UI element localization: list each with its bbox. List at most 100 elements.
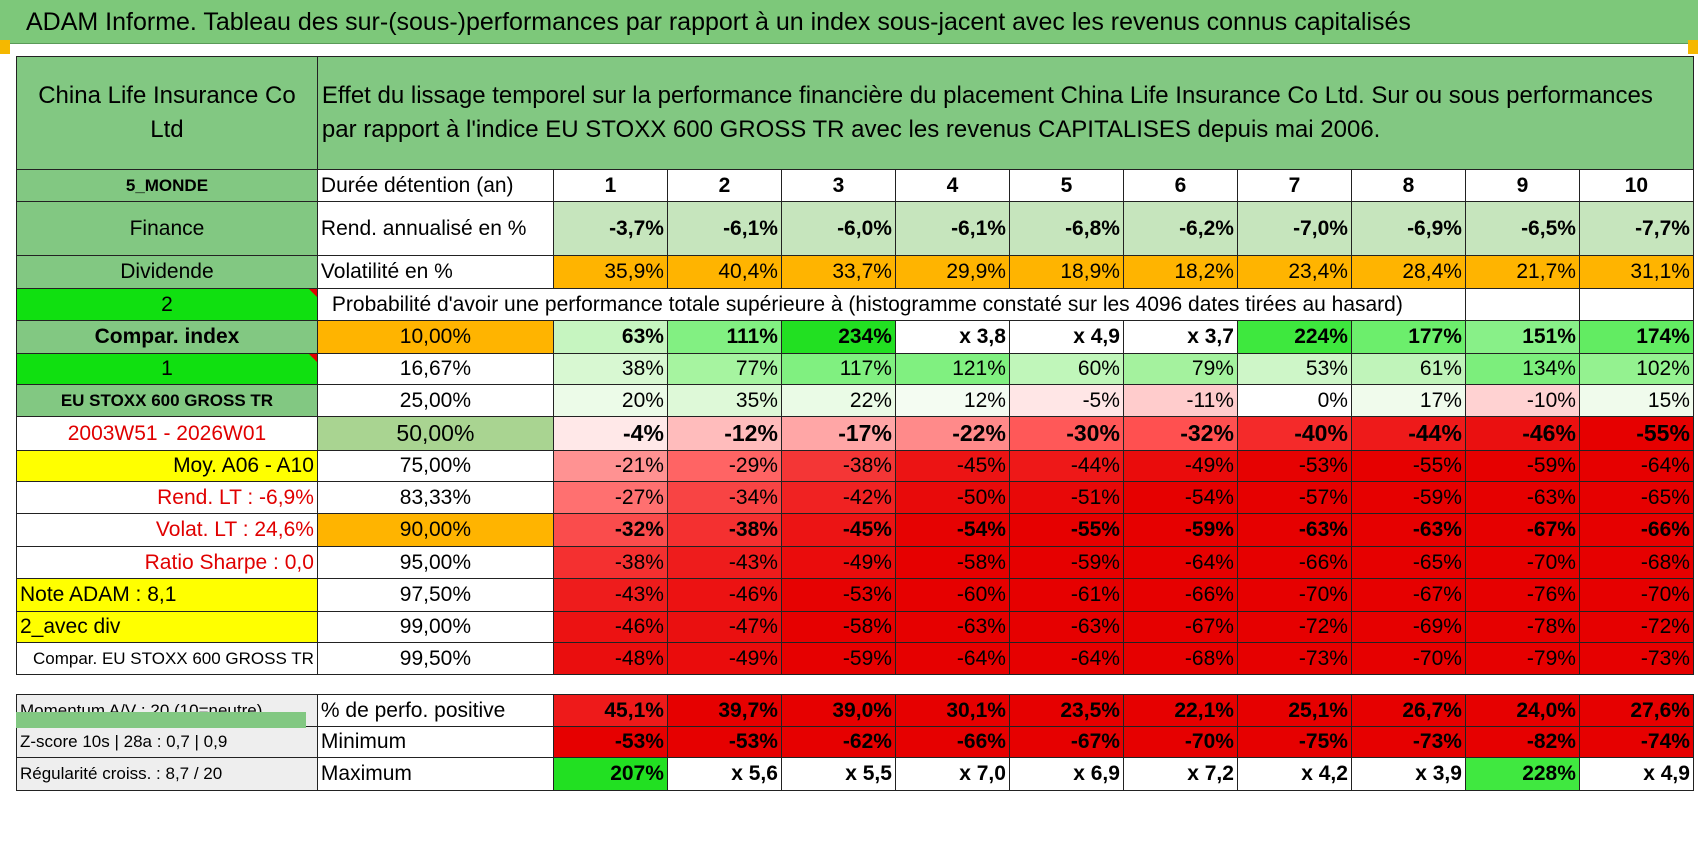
percentile-label: 83,33% — [316, 481, 554, 514]
percentile-value-cell: -17% — [780, 416, 896, 451]
percentile-value-cell: -73% — [1236, 642, 1352, 675]
percentile-value-cell: -72% — [1236, 611, 1352, 643]
year-header-cell: 7 — [1236, 169, 1352, 202]
percentile-value-cell: -64% — [1578, 450, 1694, 482]
positive-cell: 45,1% — [552, 694, 668, 727]
percentile-row: Note ADAM : 8,1 97,50% -43% -46% -53% -60% -61… — [16, 578, 1694, 612]
percentile-row: Compar. EU STOXX 600 GROSS TR 99,50% -48% -… — [16, 642, 1694, 675]
percentile-value-cell: -72% — [1578, 611, 1694, 643]
percentile-value-cell: 121% — [894, 353, 1010, 385]
vol-cell: 35,9% — [552, 255, 668, 289]
percentile-value-cell: -38% — [780, 450, 896, 482]
percentile-value-cell: -70% — [1464, 546, 1580, 579]
percentile-value-cell: -57% — [1236, 481, 1352, 514]
minimum-cell: -74% — [1578, 726, 1694, 758]
performance-table: China Life Insurance Co Ltd Effet du lis… — [16, 56, 1694, 791]
positive-cell: 39,7% — [666, 694, 782, 727]
positive-cell: 27,6% — [1578, 694, 1694, 727]
percentile-value-cell: -70% — [1236, 578, 1352, 612]
rend-cell: -7,0% — [1236, 201, 1352, 256]
code1-cell: 2 — [16, 288, 318, 321]
percentile-value-cell: -60% — [894, 578, 1010, 612]
spacer-row — [17, 675, 1694, 695]
percentile-value-cell: -59% — [780, 642, 896, 675]
percentile-value-cell: -38% — [552, 546, 668, 579]
percentile-value-cell: -59% — [1464, 450, 1580, 482]
percentile-value-cell: 38% — [552, 353, 668, 385]
minimum-cell: -53% — [666, 726, 782, 758]
rend-label: Rend. annualisé en % — [316, 201, 554, 256]
percentile-value-cell: -76% — [1464, 578, 1580, 612]
percentile-value-cell: x 4,9 — [1008, 320, 1124, 354]
percentile-row: Volat. LT : 24,6% 90,00% -32% -38% -45% -54% -… — [16, 513, 1694, 547]
percentile-value-cell: 117% — [780, 353, 896, 385]
percentile-value-cell: -55% — [1578, 416, 1694, 451]
year-header-cell: 4 — [894, 169, 1010, 202]
vol-label: Volatilité en % — [316, 255, 554, 289]
rend-cell: -7,7% — [1578, 201, 1694, 256]
percentile-value-cell: -48% — [552, 642, 668, 675]
percentile-value-cell: 22% — [780, 384, 896, 417]
year-header-cell: 10 — [1578, 169, 1694, 202]
left-label-moy: Moy. A06 - A10 — [16, 450, 318, 482]
percentile-value-cell: 79% — [1122, 353, 1238, 385]
maximum-cell: x 7,2 — [1122, 757, 1238, 791]
percentile-label: 10,00% — [316, 320, 554, 354]
year-header-cell: 9 — [1464, 169, 1580, 202]
minimum-cell: -53% — [552, 726, 668, 758]
percentile-value-cell: -65% — [1350, 546, 1466, 579]
percentile-value-cell: 151% — [1464, 320, 1580, 354]
left-label-regularite: Régularité croiss. : 8,7 / 20 — [16, 757, 318, 791]
percentile-value-cell: -70% — [1350, 642, 1466, 675]
left-label-compar-index: Compar. EU STOXX 600 GROSS TR — [16, 642, 318, 675]
vol-cell: 21,7% — [1464, 255, 1580, 289]
year-header-cell: 2 — [666, 169, 782, 202]
vol-cell: 18,2% — [1122, 255, 1238, 289]
percentile-value-cell: -38% — [666, 513, 782, 547]
maximum-cell: x 6,9 — [1008, 757, 1124, 791]
percentile-value-cell: -50% — [894, 481, 1010, 514]
vol-cell: 29,9% — [894, 255, 1010, 289]
percentile-value-cell: -73% — [1578, 642, 1694, 675]
minimum-cell: -70% — [1122, 726, 1238, 758]
percentile-value-cell: -49% — [780, 546, 896, 579]
percentile-label: 90,00% — [316, 513, 554, 547]
percentile-label: 95,00% — [316, 546, 554, 579]
percentile-value-cell: 134% — [1464, 353, 1580, 385]
percentile-value-cell: -29% — [666, 450, 782, 482]
left-edge-marker — [0, 40, 10, 54]
percentile-label: 25,00% — [316, 384, 554, 417]
maximum-cell: x 3,9 — [1350, 757, 1466, 791]
percentile-value-cell: -59% — [1350, 481, 1466, 514]
maximum-cell: x 5,5 — [780, 757, 896, 791]
percentile-value-cell: -53% — [780, 578, 896, 612]
percentile-value-cell: -21% — [552, 450, 668, 482]
percentile-row: 2003W51 - 2026W01 50,00% -4% -12% -17% -22% -3… — [16, 416, 1694, 451]
percentile-value-cell: -61% — [1008, 578, 1124, 612]
positive-cell: 26,7% — [1350, 694, 1466, 727]
company-name-cell: China Life Insurance Co Ltd — [16, 56, 318, 170]
minimum-cell: -62% — [780, 726, 896, 758]
percentile-value-cell: -63% — [1350, 513, 1466, 547]
percentile-value-cell: 60% — [1008, 353, 1124, 385]
percentile-value-cell: -78% — [1464, 611, 1580, 643]
rend-cell: -6,5% — [1464, 201, 1580, 256]
percentile-value-cell: -49% — [666, 642, 782, 675]
minimum-cell: -67% — [1008, 726, 1124, 758]
percentile-value-cell: -46% — [1464, 416, 1580, 451]
probability-label: Probabilité d'avoir une performance tota… — [316, 288, 1466, 321]
left-label-compar: Compar. index — [16, 320, 318, 354]
minimum-cell: -75% — [1236, 726, 1352, 758]
percentile-row: Rend. LT : -6,9% 83,33% -27% -34% -42% -50% -5… — [16, 481, 1694, 514]
percentile-value-cell: -67% — [1122, 611, 1238, 643]
percentile-value-cell: -64% — [1008, 642, 1124, 675]
percentile-value-cell: -68% — [1578, 546, 1694, 579]
description-cell: Effet du lissage temporel sur la perform… — [316, 56, 1694, 170]
left-label-index-name: EU STOXX 600 GROSS TR — [16, 384, 318, 417]
percentile-value-cell: -43% — [666, 546, 782, 579]
maximum-cell: x 7,0 — [894, 757, 1010, 791]
percentile-value-cell: -67% — [1464, 513, 1580, 547]
percentile-value-cell: -64% — [1122, 546, 1238, 579]
minimum-label: Minimum — [316, 726, 554, 758]
percentile-value-cell: 224% — [1236, 320, 1352, 354]
